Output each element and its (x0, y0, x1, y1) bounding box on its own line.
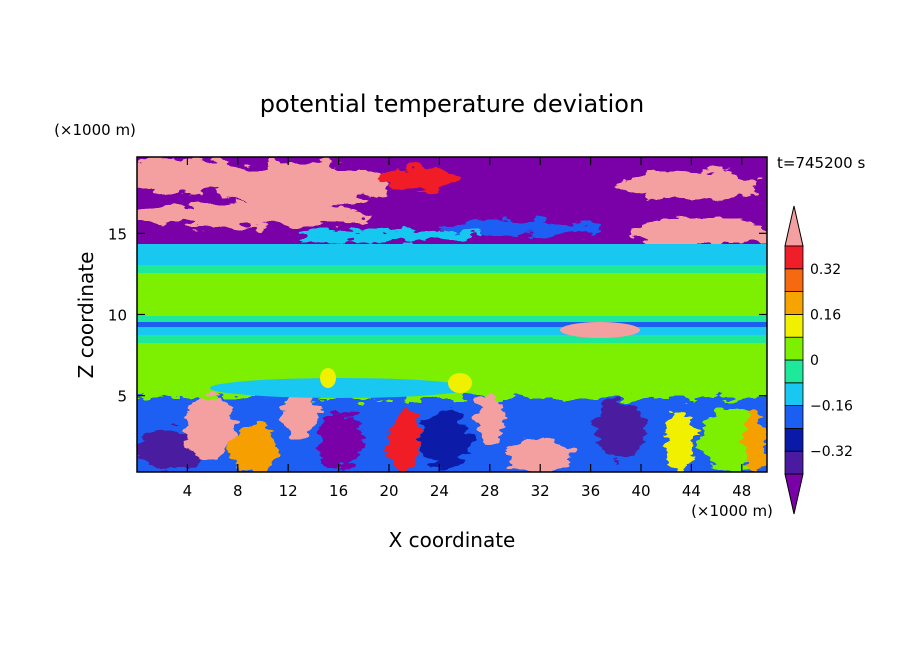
y-axis-label: Z coordinate (74, 252, 98, 379)
x-tick-label: 40 (631, 482, 650, 500)
x-axis-label: X coordinate (389, 528, 516, 552)
x-tick-label: 28 (480, 482, 499, 500)
colorbar-segment (784, 427, 804, 452)
x-tick-label: 8 (233, 482, 243, 500)
x-tick-label: 44 (682, 482, 701, 500)
colorbar-segment (784, 336, 804, 361)
colorbar-upper-extension (784, 205, 804, 247)
colorbar-segment (784, 359, 804, 384)
x-tick-label: 32 (531, 482, 550, 500)
colorbar-segment (784, 313, 804, 338)
x-tick-label: 12 (279, 482, 298, 500)
contour-field (137, 157, 767, 472)
x-tick-label: 4 (183, 482, 193, 500)
x-tick-label: 20 (379, 482, 398, 500)
x-tick-label: 48 (732, 482, 751, 500)
chart-title: potential temperature deviation (260, 90, 644, 118)
colorbar-label: 0.16 (810, 307, 841, 323)
y-tick-label: 5 (117, 388, 127, 406)
colorbar-segment (784, 245, 804, 270)
colorbar: 0.32 0.16 0 −0.16 −0.32 (784, 205, 853, 515)
colorbar-segment (784, 382, 804, 406)
x-tick-label: 16 (329, 482, 348, 500)
y-tick-label: 15 (108, 225, 127, 243)
x-axis: 4 8 12 16 20 24 28 32 36 40 44 48 (183, 157, 751, 500)
colorbar-segment (784, 268, 804, 292)
colorbar-segment (784, 405, 804, 429)
colorbar-label: 0 (810, 353, 819, 369)
y-tick-label: 10 (108, 307, 127, 325)
colorbar-lower-extension (784, 473, 804, 515)
y-axis: 5 10 15 (108, 225, 767, 406)
colorbar-label: −0.32 (810, 444, 853, 460)
x-tick-label: 24 (430, 482, 449, 500)
x-axis-unit: (×1000 m) (691, 502, 773, 520)
y-axis-unit: (×1000 m) (54, 121, 136, 139)
colorbar-segment (784, 450, 804, 475)
x-tick-label: 36 (581, 482, 600, 500)
time-label: t=745200 s (777, 154, 865, 172)
colorbar-label: 0.32 (810, 262, 841, 278)
colorbar-segment (784, 291, 804, 315)
colorbar-label: −0.16 (810, 399, 853, 415)
